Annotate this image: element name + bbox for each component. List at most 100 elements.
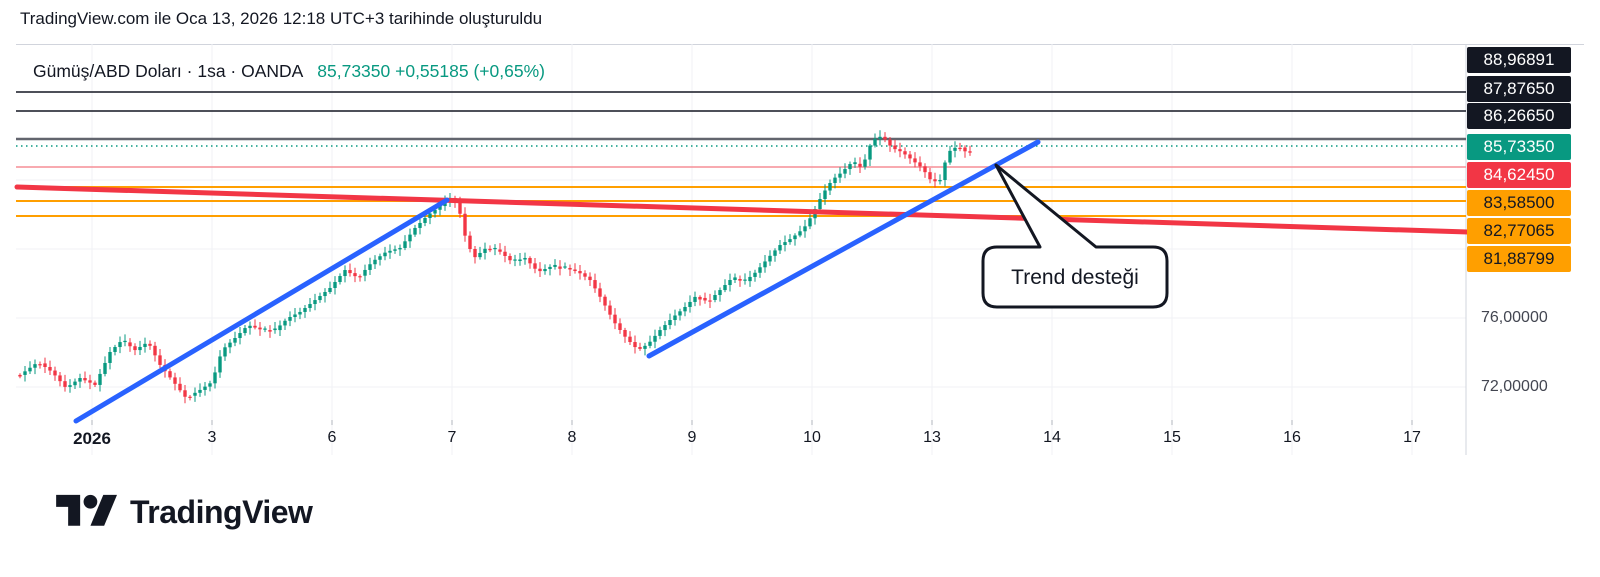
candle-body (218, 356, 222, 373)
candle-body (188, 396, 192, 398)
candle-body (823, 190, 827, 200)
candle-body (438, 206, 442, 210)
candle-body (778, 245, 782, 251)
candle-body (433, 209, 437, 214)
symbol-name[interactable]: Gümüş/ABD Doları · 1sa · OANDA (33, 61, 303, 81)
candle-body (818, 199, 822, 210)
trendline-trend-support-1[interactable] (73, 197, 450, 424)
trendline-descending-resistance[interactable] (14, 184, 1471, 235)
candle-body (773, 250, 777, 256)
candle-body (473, 249, 477, 258)
candle-body (158, 355, 162, 365)
candle-body (573, 269, 577, 272)
candle-body (153, 345, 157, 356)
candle-body (848, 164, 852, 170)
candle-body (668, 320, 672, 326)
candle-body (173, 377, 177, 384)
candle-body (363, 269, 367, 276)
candle-body (213, 372, 217, 384)
candle-body (893, 145, 897, 150)
candle-body (63, 381, 67, 387)
candle-body (408, 234, 412, 242)
candle-body (253, 325, 257, 328)
candle-body (463, 213, 467, 236)
candle-body (603, 296, 607, 306)
candle-body (828, 183, 832, 191)
candle-body (898, 149, 902, 152)
candle-body (623, 329, 627, 337)
candle-body (953, 147, 957, 151)
candle-body (748, 276, 752, 282)
time-axis-tick-label: 3 (207, 429, 217, 446)
price-label-badge: 83,58500 (1467, 190, 1571, 216)
tradingview-logo[interactable]: TradingView (56, 488, 313, 536)
candle-body (583, 273, 587, 277)
candle-body (738, 278, 742, 281)
candle-body (888, 139, 892, 146)
candle-body (88, 380, 92, 383)
candle-body (753, 272, 757, 277)
candle-body (558, 266, 562, 269)
candle-body (393, 249, 397, 251)
candle-body (93, 382, 97, 385)
candle-body (728, 279, 732, 286)
candle-body (223, 347, 227, 357)
candle-body (303, 307, 307, 312)
trend-support-callout-text: Trend desteği (1011, 266, 1139, 289)
candle-body (713, 295, 717, 300)
candle-body (688, 301, 692, 307)
candle-body (943, 162, 947, 180)
candle-body (313, 300, 317, 305)
candle-body (28, 367, 32, 372)
candle-body (23, 371, 27, 375)
candle-body (878, 136, 882, 139)
candle-body (343, 270, 347, 277)
candle-body (733, 277, 737, 280)
candle-body (663, 325, 667, 331)
candle-body (53, 370, 57, 376)
candle-body (553, 264, 557, 267)
candle-body (723, 285, 727, 291)
price-axis-tick-label: 76,00000 (1481, 309, 1548, 326)
candle-body (468, 235, 472, 249)
candle-body (263, 328, 267, 330)
candle-body (593, 280, 597, 289)
candle-body (118, 342, 122, 348)
candle-body (73, 381, 77, 386)
candle-body (643, 345, 647, 349)
price-label-badge: 86,26650 (1467, 103, 1571, 129)
candle-body (518, 259, 522, 262)
time-axis-tick-label: 9 (687, 429, 697, 446)
candle-body (258, 327, 262, 330)
candle-body (348, 270, 352, 274)
candle-body (528, 257, 532, 264)
candle-body (533, 263, 537, 269)
candle-body (383, 252, 387, 257)
trend-support-callout[interactable] (981, 163, 1169, 309)
candle-body (278, 325, 282, 331)
candle-body (858, 163, 862, 167)
trendline-trend-support-2[interactable] (646, 139, 1041, 359)
candle-body (508, 255, 512, 261)
candle-body (838, 173, 842, 178)
candle-body (918, 162, 922, 167)
candle-body (398, 247, 402, 250)
candle-body (923, 166, 927, 173)
candle-body (588, 276, 592, 281)
candle-body (698, 296, 702, 300)
candle-body (308, 304, 312, 308)
candle-body (243, 328, 247, 334)
candle-body (358, 276, 362, 278)
price-label-badge: 85,73350 (1467, 134, 1571, 160)
candle-body (568, 267, 572, 270)
candle-body (283, 320, 287, 326)
time-axis-tick-label: 13 (923, 429, 941, 446)
candle-body (368, 264, 372, 270)
candle-body (43, 363, 47, 367)
candle-body (543, 269, 547, 272)
attribution-text: TradingView.com ile Oca 13, 2026 12:18 U… (20, 9, 543, 28)
candle-body (338, 276, 342, 283)
symbol-quote: 85,73350 +0,55185 (+0,65%) (317, 61, 545, 81)
candle-body (48, 366, 52, 371)
